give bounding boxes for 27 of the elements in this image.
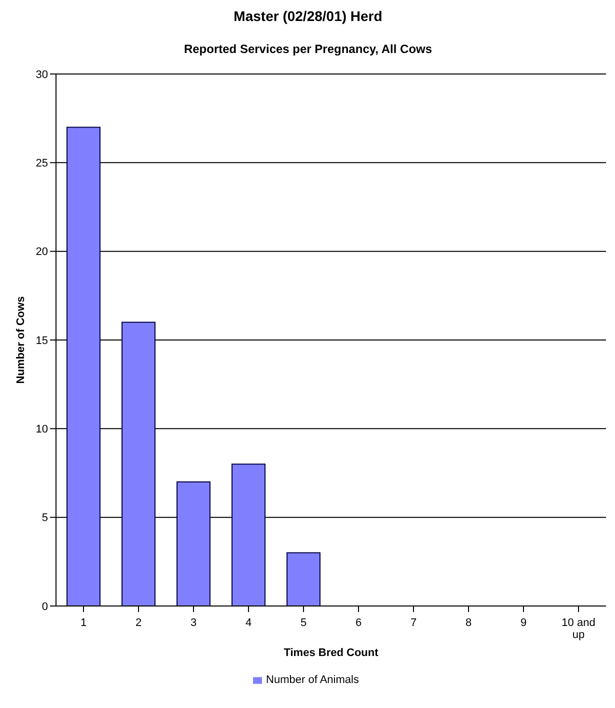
- x-axis-title: Times Bred Count: [284, 647, 379, 659]
- y-tick-label: 20: [36, 246, 48, 258]
- y-tick-label: 25: [36, 158, 48, 170]
- y-tick-label: 30: [36, 68, 48, 81]
- x-tick-label: 6: [355, 617, 362, 629]
- x-tick-label: 3: [190, 617, 197, 629]
- y-tick-label: 0: [42, 600, 48, 613]
- x-tick-label: 2: [135, 617, 142, 629]
- x-tick-label: 7: [410, 617, 417, 629]
- bar: [176, 481, 210, 606]
- chart-title: Master (02/28/01) Herd: [232, 8, 384, 24]
- x-tick-label: 4: [245, 617, 252, 629]
- legend-label: Number of Animals: [266, 674, 359, 686]
- y-tick-label: 10: [36, 424, 48, 436]
- y-tick-label: 15: [36, 334, 48, 347]
- chart-subtitle: Reported Services per Pregnancy, All Cows: [182, 42, 434, 56]
- x-tick-label: 5: [300, 617, 307, 629]
- bar: [66, 126, 100, 606]
- bar: [232, 464, 266, 606]
- bar: [286, 552, 320, 606]
- y-axis-title: Number of Cows: [14, 296, 27, 384]
- y-tick-label: 5: [42, 512, 48, 524]
- x-tick-label: 1: [80, 617, 87, 629]
- x-tick-label: 8: [465, 617, 472, 629]
- x-tick-label: 10 and up: [562, 617, 596, 641]
- x-tick-label: 9: [520, 617, 527, 629]
- bar: [122, 322, 156, 606]
